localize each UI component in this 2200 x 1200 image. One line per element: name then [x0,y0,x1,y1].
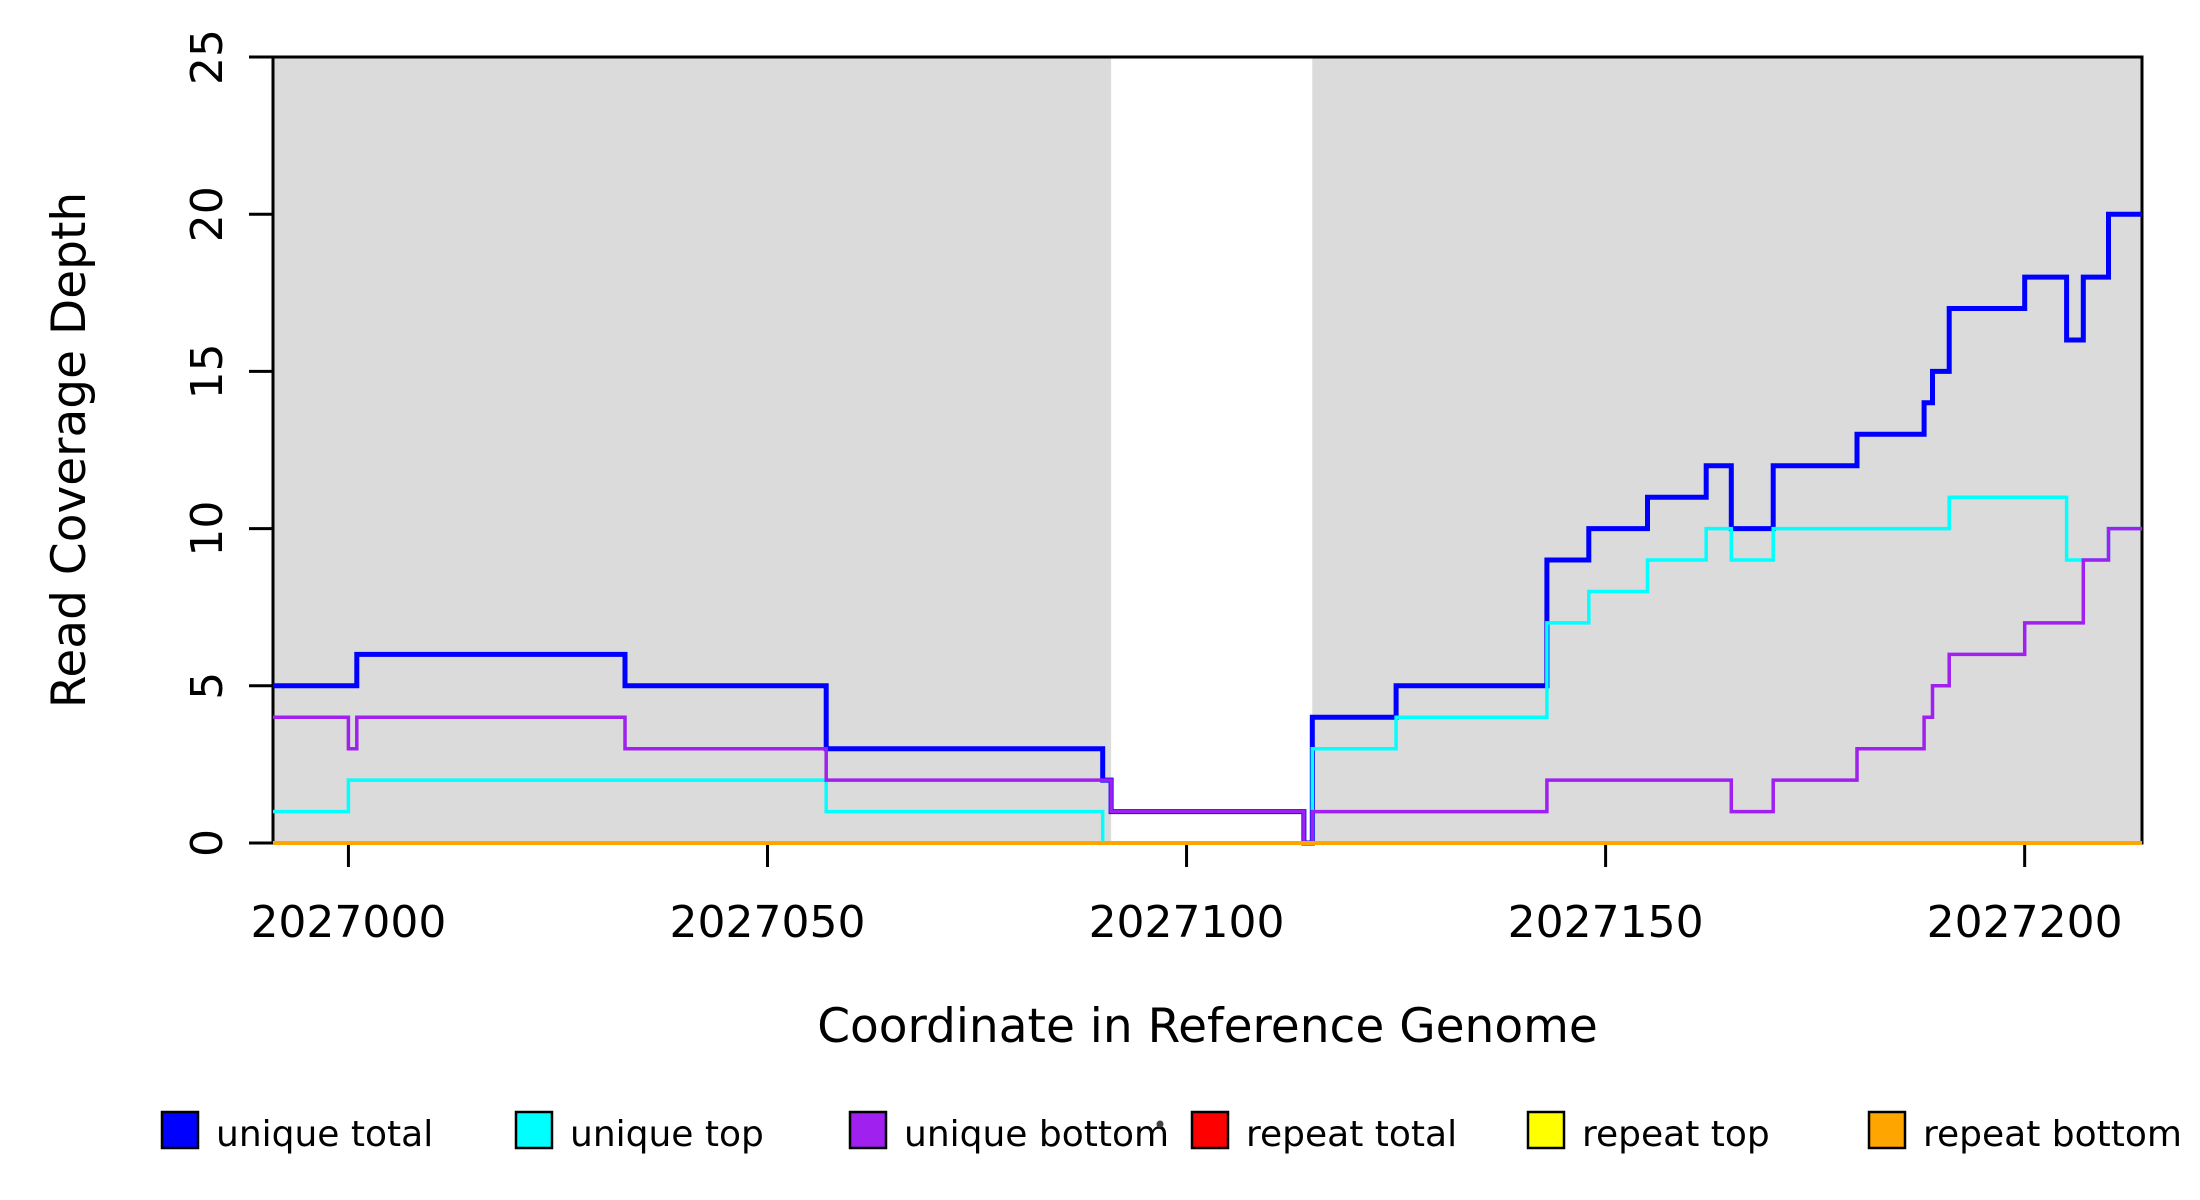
series-line-unique-total [273,211,2142,846]
stray-dot-artifact [1156,1120,1164,1128]
legend-label-unique-top: unique top [570,1114,764,1155]
legend-label-unique-total: unique total [216,1114,433,1155]
series-line-unique-bottom [273,526,2142,845]
legend-item-repeat-total: repeat total [1190,1110,1457,1155]
x-axis-tick-label: 2027050 [670,897,866,948]
legend-item-repeat-bottom: repeat bottom [1867,1110,2182,1155]
x-axis-title: Coordinate in Reference Genome [817,999,1598,1054]
legend-swatch-unique-bottom [848,1110,888,1150]
x-axis-tick-label: 2027150 [1508,897,1704,948]
y-axis-tick-label: 20 [182,186,233,242]
legend-swatch-repeat-bottom [1867,1110,1907,1150]
shaded-region [1312,57,2142,843]
legend-item-repeat-top: repeat top [1526,1110,1770,1155]
axes: 2027000 2027050 2027100 2027150 2027200 0 5 10 1… [182,29,2123,948]
legend-label-repeat-bottom: repeat bottom [1923,1114,2182,1155]
y-axis-tick-label: 25 [182,29,233,85]
legend-item-unique-total: unique total [160,1110,433,1155]
y-axis-tick-label: 5 [182,672,233,700]
coverage-step-lines [273,211,2142,846]
y-axis-tick-label: 0 [182,829,233,857]
legend: unique total unique top unique bottom repea… [160,1110,2182,1155]
y-axis-tick-label: 15 [182,343,233,399]
x-axis-tick-label: 2027200 [1927,897,2123,948]
legend-label-repeat-total: repeat total [1246,1114,1457,1155]
legend-swatch-unique-total [160,1110,200,1150]
x-axis-tick-label: 2027100 [1089,897,1285,948]
y-axis-tick-label: 10 [182,501,233,557]
x-axis-tick-label: 2027000 [250,897,446,948]
legend-label-repeat-top: repeat top [1582,1114,1770,1155]
legend-label-unique-bottom: unique bottom [904,1114,1169,1155]
series-line-unique-top [273,495,2142,845]
shaded-region [273,57,1112,843]
legend-swatch-repeat-total [1190,1110,1230,1150]
shaded-genome-regions [273,57,2142,843]
legend-swatch-unique-top [514,1110,554,1150]
y-axis-title: Read Coverage Depth [42,192,97,708]
legend-item-unique-top: unique top [514,1110,764,1155]
legend-swatch-repeat-top [1526,1110,1566,1150]
legend-item-unique-bottom: unique bottom [848,1110,1169,1155]
